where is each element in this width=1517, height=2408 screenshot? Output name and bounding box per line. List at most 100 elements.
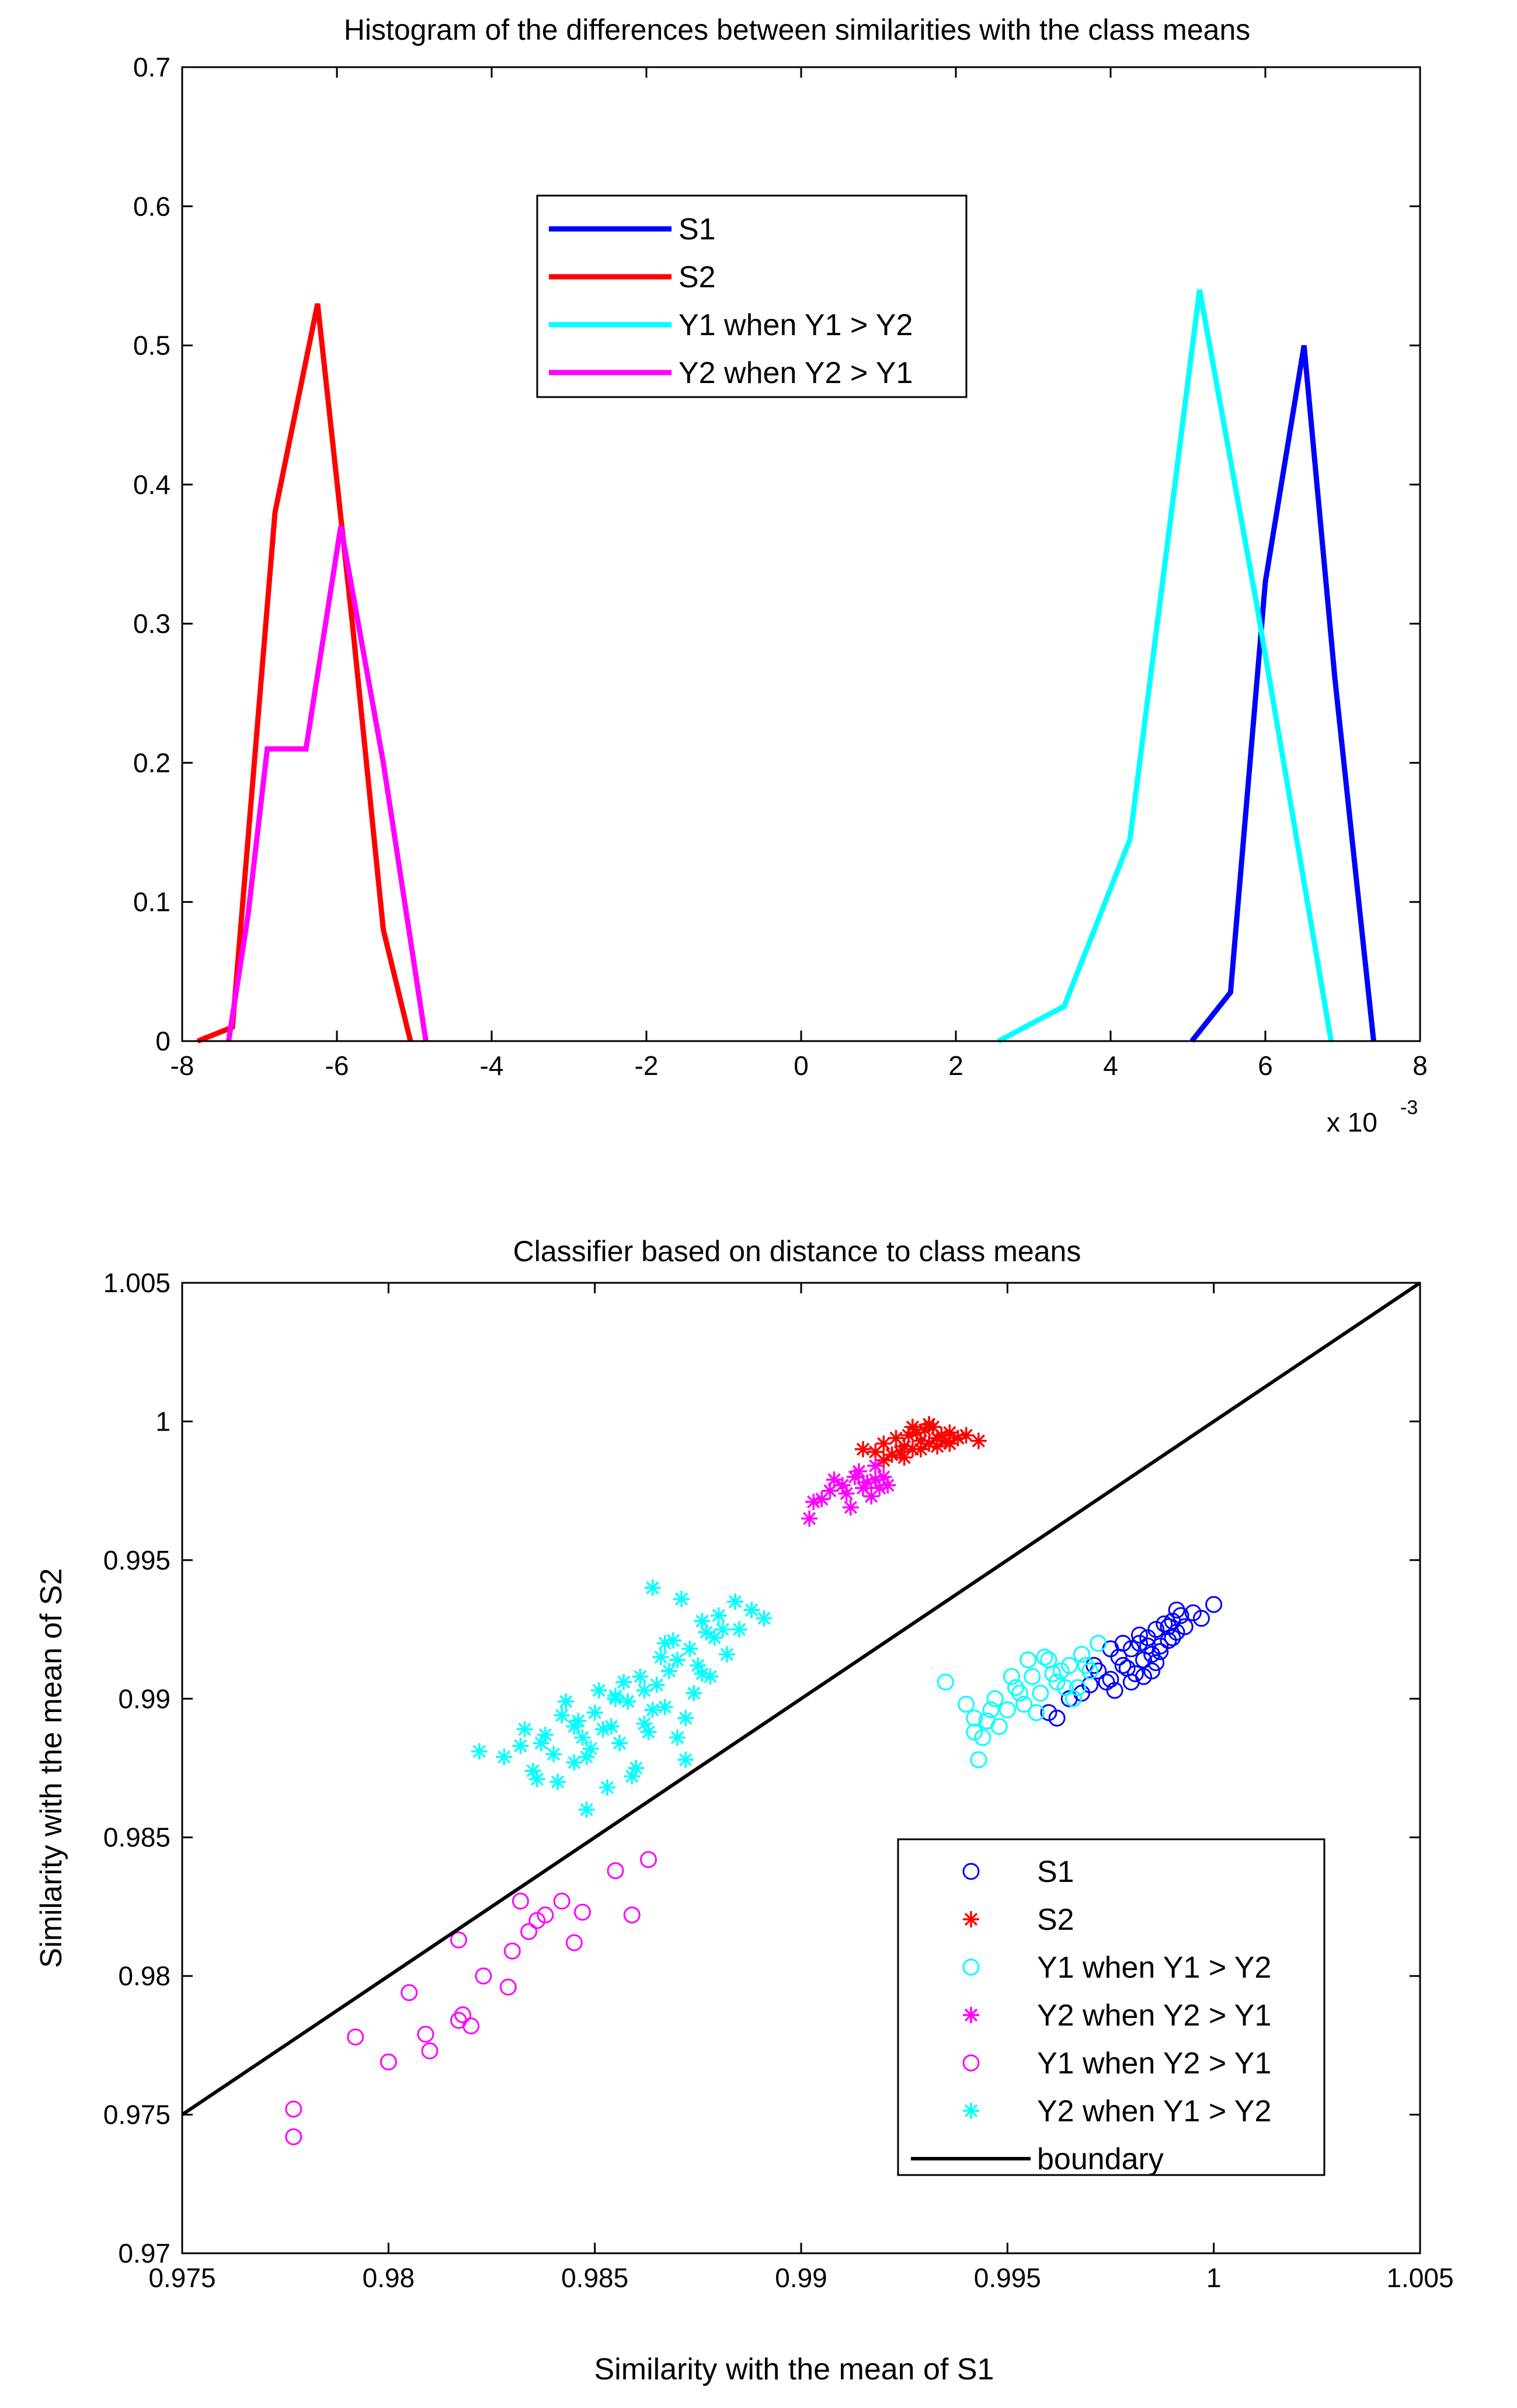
scatter-point-y2-when-y1-y2: [686, 1685, 702, 1701]
scatter-point-y1-when-y2-y1: [607, 1862, 624, 1880]
scatter-x-tick-label: 0.985: [561, 2263, 628, 2293]
scatter-point-y2-when-y1-y2: [636, 1715, 653, 1732]
scatter-point-s1: [1102, 1671, 1119, 1688]
scatter-point-y2-when-y2-y1: [867, 1457, 884, 1474]
histogram-y-tick-label: 0.2: [133, 747, 171, 778]
scatter-point-y1-when-y1-y2: [990, 1718, 1008, 1735]
scatter-point-s2: [941, 1435, 958, 1452]
scatter-point-y2-when-y1-y2: [656, 1699, 673, 1715]
histogram-x-tick-label: -6: [325, 1050, 349, 1081]
scatter-legend-items: S1 S2 Y1 when Y1 > Y2 Y2 when Y2 > Y1 Y1 whe…: [911, 1855, 1271, 2176]
scatter-point-s2: [888, 1429, 904, 1446]
histogram-x-tick-label: 6: [1258, 1050, 1273, 1081]
scatter-point-y2-when-y1-y2: [528, 1770, 545, 1787]
histogram-y-tick-label: 0.4: [133, 469, 171, 500]
scatter-point-y1-when-y1-y2: [937, 1673, 954, 1691]
scatter-point-y1-when-y2-y1: [417, 2026, 434, 2043]
scatter-x-tick-label: 0.975: [148, 2263, 215, 2293]
scatter-point-s1: [1130, 1626, 1148, 1644]
scatter-point-s2: [912, 1440, 929, 1457]
scatter-y-tick-label: 0.99: [118, 1683, 171, 1714]
scatter-point-y1-when-y1-y2: [1060, 1657, 1078, 1674]
scatter-point-s1: [1156, 1615, 1173, 1633]
scatter-y-tick-label: 1.005: [103, 1268, 171, 1298]
histogram-x-exponent: x 10 -3: [1327, 1097, 1418, 1137]
histogram-y-tick-label: 0.5: [133, 330, 171, 361]
scatter-point-y1-when-y2-y1: [573, 1904, 591, 1921]
histogram-series-line-y1-when-y1-y2: [997, 289, 1334, 1043]
scatter-point-s1: [1126, 1665, 1144, 1683]
scatter-point-y1-when-y1-y2: [1003, 1668, 1020, 1685]
scatter-point-y1-when-y2-y1: [421, 2042, 439, 2059]
histogram-y-tick-label: 0.6: [133, 191, 171, 221]
scatter-legend-swatch-s1: [962, 1863, 980, 1880]
scatter-legend-label-s2: S2: [1037, 1903, 1074, 1937]
scatter-x-tick-label: 1: [1206, 2263, 1222, 2293]
scatter-point-y1-when-y2-y1: [380, 2053, 397, 2071]
scatter-point-y2-when-y1-y2: [578, 1749, 595, 1766]
histogram-title: Histogram of the differences between sim…: [344, 13, 1251, 46]
scatter-point-s2: [970, 1432, 987, 1449]
scatter-point-y2-when-y1-y2: [554, 1707, 570, 1724]
scatter-point-y2-when-y1-y2: [607, 1687, 624, 1704]
scatter-point-y1-when-y1-y2: [1044, 1665, 1062, 1683]
scatter-point-y1-when-y2-y1: [285, 2128, 302, 2146]
scatter-point-s1: [1192, 1610, 1210, 1627]
scatter-point-s2: [875, 1452, 892, 1469]
scatter-legend-label-s1: S1: [1037, 1855, 1074, 1889]
scatter-point-s2: [892, 1443, 909, 1460]
scatter-point-s1: [1040, 1704, 1057, 1721]
histogram-x-tick-label: -4: [480, 1050, 504, 1081]
scatter-legend-box: [897, 1838, 1325, 2176]
scatter-point-s1: [1130, 1634, 1148, 1652]
scatter-point-y1-when-y1-y2: [982, 1701, 1000, 1718]
scatter-point-y2-when-y1-y2: [669, 1651, 686, 1668]
scatter-point-y2-when-y1-y2: [624, 1768, 641, 1785]
histogram-x-tick-label: 8: [1412, 1050, 1428, 1081]
histogram-x-tick-label: -8: [171, 1050, 194, 1081]
scatter-y-tick-label: 0.985: [103, 1822, 171, 1853]
scatter-point-y1-when-y2-y1: [285, 2100, 302, 2118]
scatter-point-y1-when-y2-y1: [640, 1851, 657, 1868]
scatter-point-y2-when-y1-y2: [648, 1676, 665, 1693]
scatter-point-s2: [904, 1418, 921, 1435]
scatter-point-y2-when-y1-y2: [566, 1754, 583, 1771]
scatter-legend-swatch-y1-when-y2-y1: [962, 2054, 980, 2072]
histogram-x-tick-label: 2: [948, 1050, 963, 1081]
scatter-point-y1-when-y2-y1: [512, 1892, 529, 1910]
scatter-point-y1-when-y1-y2: [1028, 1704, 1045, 1721]
scatter-point-y1-when-y1-y2: [974, 1729, 991, 1746]
scatter-point-y2-when-y1-y2: [636, 1682, 653, 1699]
scatter-point-y1-when-y1-y2: [1077, 1657, 1095, 1674]
scatter-point-s1: [1139, 1637, 1157, 1655]
scatter-point-y1-when-y1-y2: [1064, 1690, 1082, 1707]
scatter-chart: Classifier based on distance to class me…: [34, 1235, 1454, 2386]
scatter-legend-swatch-s2: [963, 1911, 979, 1927]
scatter-point-s1: [1160, 1618, 1177, 1636]
scatter-point-y2-when-y1-y2: [756, 1610, 773, 1627]
scatter-point-y2-when-y1-y2: [726, 1593, 743, 1610]
scatter-point-y1-when-y1-y2: [1048, 1673, 1066, 1691]
scatter-point-y2-when-y1-y2: [718, 1646, 735, 1663]
scatter-point-y2-when-y1-y2: [566, 1718, 583, 1735]
scatter-x-axis-label: Similarity with the mean of S1: [594, 2353, 994, 2386]
scatter-point-y2-when-y1-y2: [714, 1621, 731, 1638]
scatter-point-y1-when-y1-y2: [970, 1751, 987, 1769]
scatter-point-s1: [1073, 1685, 1091, 1702]
scatter-point-s1: [1176, 1618, 1194, 1636]
scatter-point-y1-when-y1-y2: [1036, 1648, 1053, 1666]
scatter-y-tick-label: 0.995: [103, 1545, 171, 1575]
scatter-point-y2-when-y1-y2: [611, 1735, 628, 1752]
scatter-point-y2-when-y1-y2: [673, 1591, 690, 1607]
scatter-point-s2: [949, 1429, 966, 1446]
scatter-point-y1-when-y1-y2: [1073, 1645, 1091, 1663]
scatter-ticks: 0.975 0.98 0.985 0.99 0.995 1 1.0050.970.9750.…: [103, 1268, 1454, 2293]
histogram-legend-label-s1: S1: [679, 213, 716, 246]
scatter-y-tick-label: 0.98: [118, 1961, 171, 1991]
histogram-legend-label-s2: S2: [679, 260, 716, 294]
histogram-y-tick-label: 0.3: [133, 608, 171, 639]
scatter-point-s1: [1122, 1640, 1140, 1658]
scatter-legend-label-boundary: boundary: [1037, 2142, 1164, 2176]
scatter-x-tick-label: 0.995: [974, 2263, 1041, 2293]
